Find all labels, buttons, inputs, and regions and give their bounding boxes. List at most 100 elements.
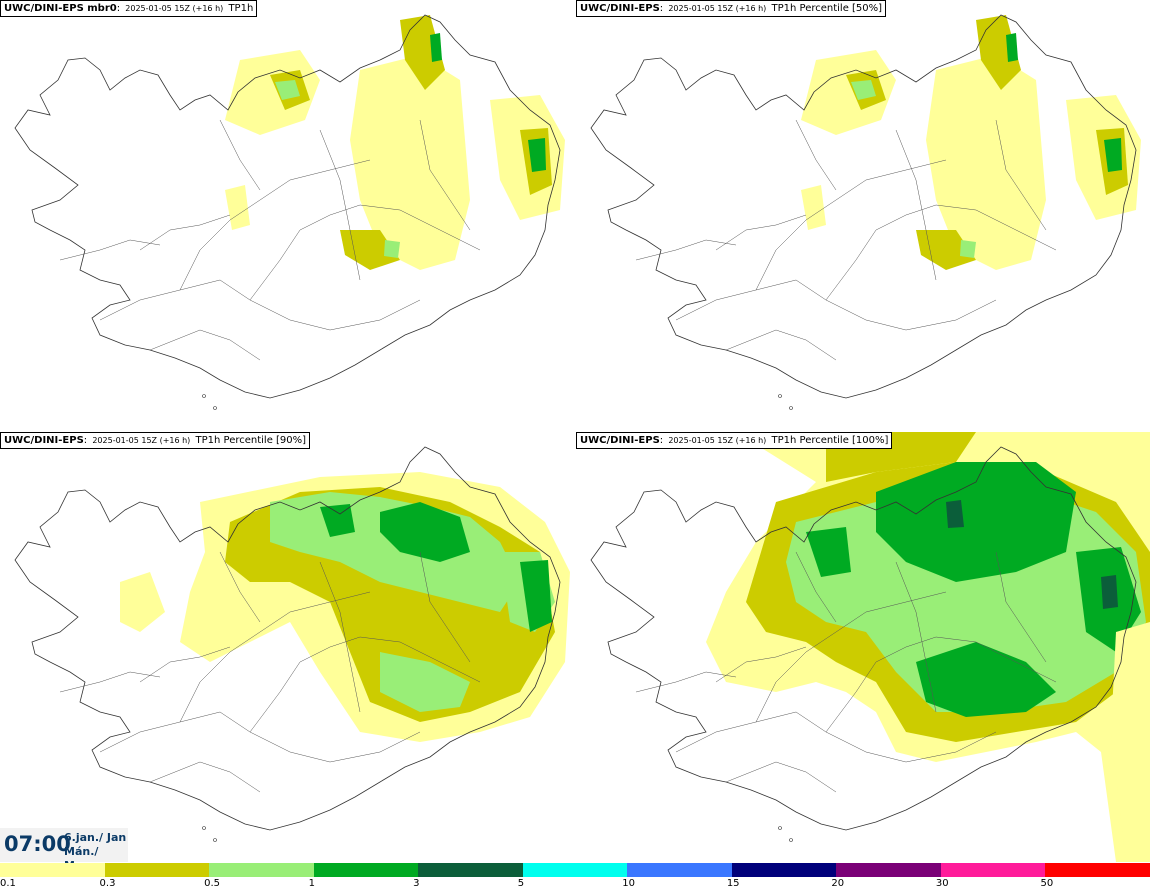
precip-area: [801, 185, 826, 230]
region-boundary: [249, 636, 481, 733]
legend-swatch: [418, 863, 523, 877]
precip-area: [384, 240, 400, 258]
region-boundary: [725, 761, 837, 793]
legend-labels: 0.1 0.3 0.5 1 3 5 10 15 20 30 50: [0, 878, 1150, 891]
legend-label: 0.3: [99, 878, 116, 889]
iceland-outline: [590, 446, 1137, 842]
region-boundary: [895, 561, 937, 713]
map-panel-p50: UWC/DINI-EPS: 2025-01-05 15Z (+16 h) TP1…: [576, 0, 1150, 430]
region-boundary: [725, 329, 837, 361]
legend-swatch: [731, 863, 837, 877]
island: [202, 394, 206, 398]
region-boundary: [249, 204, 481, 301]
precip-area: [400, 15, 445, 90]
legend-swatch: [522, 863, 628, 877]
precip-area: [120, 572, 165, 632]
precip-area: [960, 240, 976, 258]
region-boundary: [319, 561, 361, 713]
legend-swatch: [627, 863, 732, 877]
precip-color-legend: [0, 863, 1150, 877]
region-boundary: [895, 129, 937, 281]
map-panel-mbr0: UWC/DINI-EPS mbr0: 2025-01-05 15Z (+16 h…: [0, 0, 574, 430]
precip-area: [1111, 622, 1150, 862]
precip-map: [590, 14, 1141, 410]
coastline: [14, 446, 561, 831]
region-boundary: [995, 119, 1047, 231]
region-boundary: [179, 159, 371, 291]
legend-label: 30: [935, 878, 949, 889]
region-boundary: [419, 119, 471, 231]
region-boundary: [635, 239, 737, 261]
legend-swatch: [940, 863, 1046, 877]
precip-area: [320, 504, 355, 537]
region-boundary: [995, 551, 1047, 663]
precip-area: [976, 15, 1021, 90]
precip-area: [430, 33, 442, 62]
region-boundary: [635, 671, 737, 693]
island: [789, 838, 793, 842]
legend-label: 3: [413, 878, 420, 889]
region-boundary: [419, 551, 471, 663]
precip-area: [1104, 138, 1122, 172]
iceland-outline: [590, 14, 1137, 410]
legend-label: 10: [622, 878, 635, 889]
precip-area: [380, 502, 470, 562]
legend-swatch: [1045, 863, 1150, 877]
precip-area: [520, 560, 552, 632]
island: [202, 826, 206, 830]
legend-swatch: [104, 863, 210, 877]
precip-area: [851, 80, 876, 100]
precip-layers: [120, 472, 570, 742]
legend-label: 15: [726, 878, 740, 889]
precip-area: [1101, 575, 1118, 609]
precip-area: [916, 642, 1056, 717]
panel-title: UWC/DINI-EPS mbr0: 2025-01-05 15Z (+16 h…: [0, 0, 258, 17]
region-boundary: [715, 214, 807, 251]
region-boundary: [825, 204, 1057, 301]
precip-area: [926, 55, 1046, 270]
precip-area: [275, 80, 300, 100]
region-boundary: [795, 551, 837, 623]
precip-area: [380, 652, 470, 712]
iceland-outline: [14, 14, 561, 410]
island: [213, 406, 217, 410]
region-boundary: [149, 761, 261, 793]
legend-swatch: [0, 863, 105, 877]
island: [789, 406, 793, 410]
legend-label: 0.1: [0, 878, 16, 889]
region-boundary: [139, 214, 231, 251]
region-boundary: [755, 591, 947, 723]
island: [778, 826, 782, 830]
precip-area: [1006, 33, 1018, 62]
legend-label: 50: [1040, 878, 1054, 889]
panel-title: UWC/DINI-EPS: 2025-01-05 15Z (+16 h) TP1…: [576, 432, 893, 449]
region-boundary: [59, 239, 161, 261]
region-boundary: [319, 129, 361, 281]
region-boundary: [715, 646, 807, 683]
coastline: [14, 14, 561, 399]
panel-title: UWC/DINI-EPS: 2025-01-05 15Z (+16 h) TP1…: [576, 0, 887, 17]
precip-area: [225, 185, 250, 230]
precip-map: [14, 14, 565, 410]
legend-label: 0.5: [204, 878, 220, 889]
legend-label: 5: [517, 878, 525, 889]
iceland-outline: [14, 446, 561, 842]
region-boundary: [795, 119, 837, 191]
legend-label: 1: [308, 878, 315, 889]
precip-map: [590, 432, 1150, 862]
precip-layers: [706, 432, 1150, 862]
panel-title: UWC/DINI-EPS: 2025-01-05 15Z (+16 h) TP1…: [0, 432, 311, 449]
legend-label: 20: [831, 878, 845, 889]
precip-area: [350, 55, 470, 270]
region-boundary: [825, 636, 1057, 733]
region-boundary: [219, 119, 261, 191]
precip-area: [946, 500, 964, 528]
region-boundary: [149, 329, 261, 361]
legend-swatch: [313, 863, 419, 877]
island: [213, 838, 217, 842]
region-boundary: [99, 279, 421, 331]
coastline: [590, 446, 1137, 831]
precip-area: [806, 527, 851, 577]
region-boundary: [675, 279, 997, 331]
